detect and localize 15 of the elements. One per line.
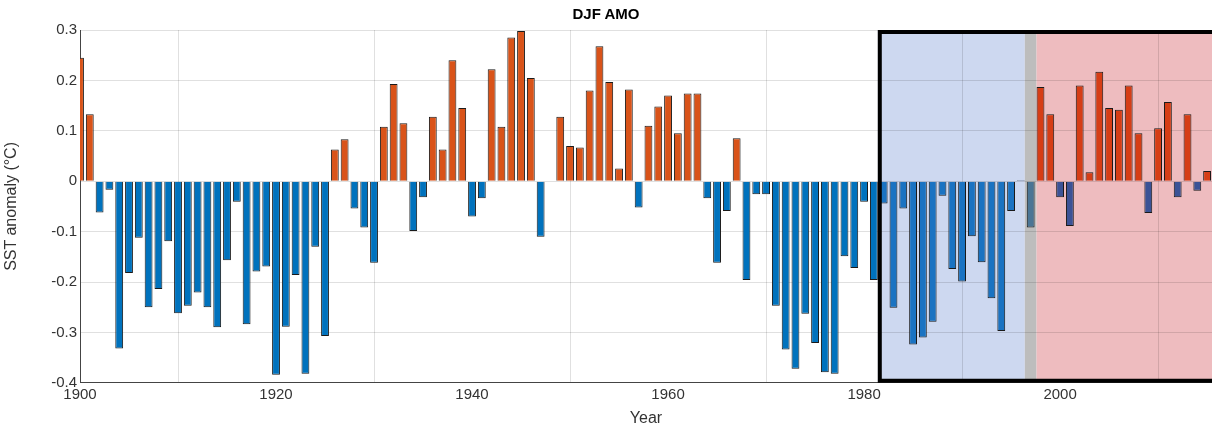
y-tick-label: 0.3 — [56, 20, 77, 38]
y-axis-title: SST anomaly (°C) — [2, 141, 20, 271]
y-tick-label: 0.1 — [56, 120, 77, 138]
y-tick-label: 0 — [68, 171, 77, 189]
x-tick-label: 1960 — [651, 384, 685, 402]
x-tick-label: 1980 — [847, 384, 881, 402]
x-tick-label: 2000 — [1043, 384, 1077, 402]
x-tick-label: 1940 — [455, 384, 489, 402]
y-tick-label: -0.2 — [51, 272, 77, 290]
y-tick-label: -0.1 — [51, 221, 77, 239]
y-tick-label: -0.3 — [51, 322, 77, 340]
x-axis-title: Year — [629, 408, 663, 426]
chart-title: DJF AMO — [572, 5, 640, 23]
x-tick-label: 1920 — [259, 384, 293, 402]
y-tick-label: 0.2 — [56, 70, 77, 88]
